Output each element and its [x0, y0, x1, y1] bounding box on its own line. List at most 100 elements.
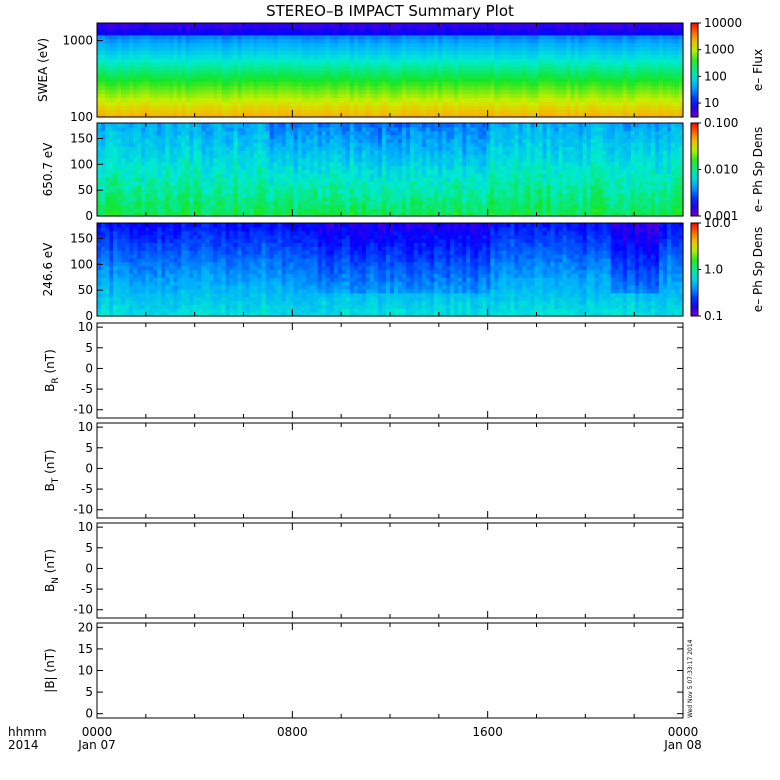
- heatmap-cell: [666, 26, 672, 32]
- heatmap-cell: [165, 54, 170, 59]
- heatmap-cell: [209, 66, 214, 71]
- heatmap-cell: [373, 113, 379, 118]
- heatmap-cell: [257, 101, 263, 106]
- heatmap-cell: [229, 97, 235, 102]
- heatmap-cell: [161, 26, 166, 32]
- heatmap-cell: [109, 185, 114, 190]
- heatmap-cell: [105, 109, 110, 114]
- heatmap-cell: [293, 62, 299, 67]
- heatmap-cell: [506, 66, 512, 71]
- heatmap-cell: [530, 23, 536, 28]
- heatmap-cell: [353, 85, 359, 91]
- heatmap-cell: [269, 165, 275, 171]
- heatmap-cell: [189, 169, 194, 174]
- heatmap-cell: [249, 177, 255, 182]
- heatmap-cell: [614, 93, 620, 99]
- heatmap-cell: [269, 97, 275, 102]
- heatmap-cell: [658, 81, 664, 87]
- heatmap-cell: [109, 58, 114, 63]
- heatmap-cell: [225, 30, 231, 36]
- heatmap-cell: [618, 70, 624, 75]
- heatmap-cell: [289, 66, 295, 71]
- heatmap-cell: [201, 200, 206, 205]
- heatmap-cell: [249, 165, 255, 171]
- heatmap-cell: [249, 173, 255, 178]
- heatmap-cell: [349, 73, 355, 79]
- heatmap-cell: [494, 77, 499, 83]
- heatmap-cell: [670, 54, 676, 59]
- heatmap-cell: [317, 54, 323, 59]
- heatmap-cell: [333, 89, 339, 95]
- heatmap-cell: [173, 138, 178, 143]
- heatmap-cell: [197, 85, 202, 91]
- heatmap-cell: [281, 66, 287, 71]
- heatmap-cell: [518, 73, 524, 79]
- heatmap-cell: [225, 185, 231, 190]
- heatmap-cell: [129, 101, 134, 106]
- heatmap-cell: [462, 85, 467, 91]
- heatmap-cell: [454, 34, 459, 40]
- heatmap-cell: [189, 165, 194, 171]
- heatmap-cell: [377, 23, 383, 28]
- heatmap-cell: [470, 42, 475, 48]
- heatmap-cell: [666, 70, 672, 75]
- heatmap-cell: [297, 34, 303, 40]
- heatmap-cell: [305, 126, 311, 132]
- heatmap-cell: [273, 66, 279, 71]
- heatmap-cell: [213, 165, 219, 171]
- heatmap-cell: [414, 50, 419, 55]
- heatmap-cell: [225, 58, 231, 63]
- heatmap-cell: [189, 34, 194, 40]
- heatmap-cell: [105, 70, 110, 75]
- heatmap-cell: [578, 26, 584, 32]
- heatmap-cell: [245, 177, 251, 182]
- heatmap-cell: [297, 196, 303, 202]
- heatmap-cell: [662, 50, 668, 55]
- heatmap-cell: [542, 93, 548, 99]
- heatmap-cell: [193, 157, 198, 163]
- heatmap-cell: [145, 66, 150, 71]
- heatmap-cell: [165, 109, 170, 114]
- heatmap-cell: [249, 200, 255, 205]
- heatmap-cell: [301, 42, 307, 48]
- heatmap-cell: [373, 30, 379, 36]
- heatmap-cell: [434, 58, 439, 63]
- heatmap-cell: [237, 42, 243, 48]
- heatmap-cell: [277, 177, 283, 182]
- heatmap-cell: [486, 77, 491, 83]
- heatmap-cell: [205, 54, 210, 59]
- heatmap-cell: [97, 196, 102, 202]
- heatmap-cell: [101, 177, 106, 182]
- heatmap-cell: [590, 73, 596, 79]
- heatmap-cell: [169, 81, 174, 87]
- heatmap-cell: [97, 177, 102, 182]
- heatmap-cell: [165, 130, 170, 136]
- heatmap-cell: [558, 50, 564, 55]
- heatmap-cell: [97, 192, 102, 198]
- heatmap-cell: [670, 38, 676, 44]
- heatmap-cell: [193, 208, 198, 213]
- heatmap-cell: [590, 109, 596, 114]
- heatmap-cell: [646, 30, 652, 36]
- heatmap-cell: [221, 93, 227, 99]
- heatmap-cell: [121, 200, 126, 205]
- heatmap-cell: [418, 26, 423, 32]
- heatmap-cell: [345, 54, 351, 59]
- heatmap-cell: [618, 73, 624, 79]
- heatmap-cell: [145, 42, 150, 48]
- heatmap-cell: [434, 81, 439, 87]
- heatmap-cell: [430, 89, 435, 95]
- heatmap-cell: [149, 85, 154, 91]
- heatmap-cell: [241, 105, 247, 110]
- heatmap-cell: [530, 81, 536, 87]
- heatmap-cell: [482, 62, 487, 67]
- heatmap-cell: [514, 81, 520, 87]
- heatmap-cell: [225, 38, 231, 44]
- heatmap-cell: [249, 138, 255, 143]
- heatmap-cell: [253, 42, 259, 48]
- heatmap-cell: [237, 181, 243, 186]
- heatmap-cell: [305, 185, 311, 190]
- heatmap-cell: [466, 101, 471, 106]
- heatmap-cell: [265, 93, 271, 99]
- heatmap-cell: [670, 62, 676, 67]
